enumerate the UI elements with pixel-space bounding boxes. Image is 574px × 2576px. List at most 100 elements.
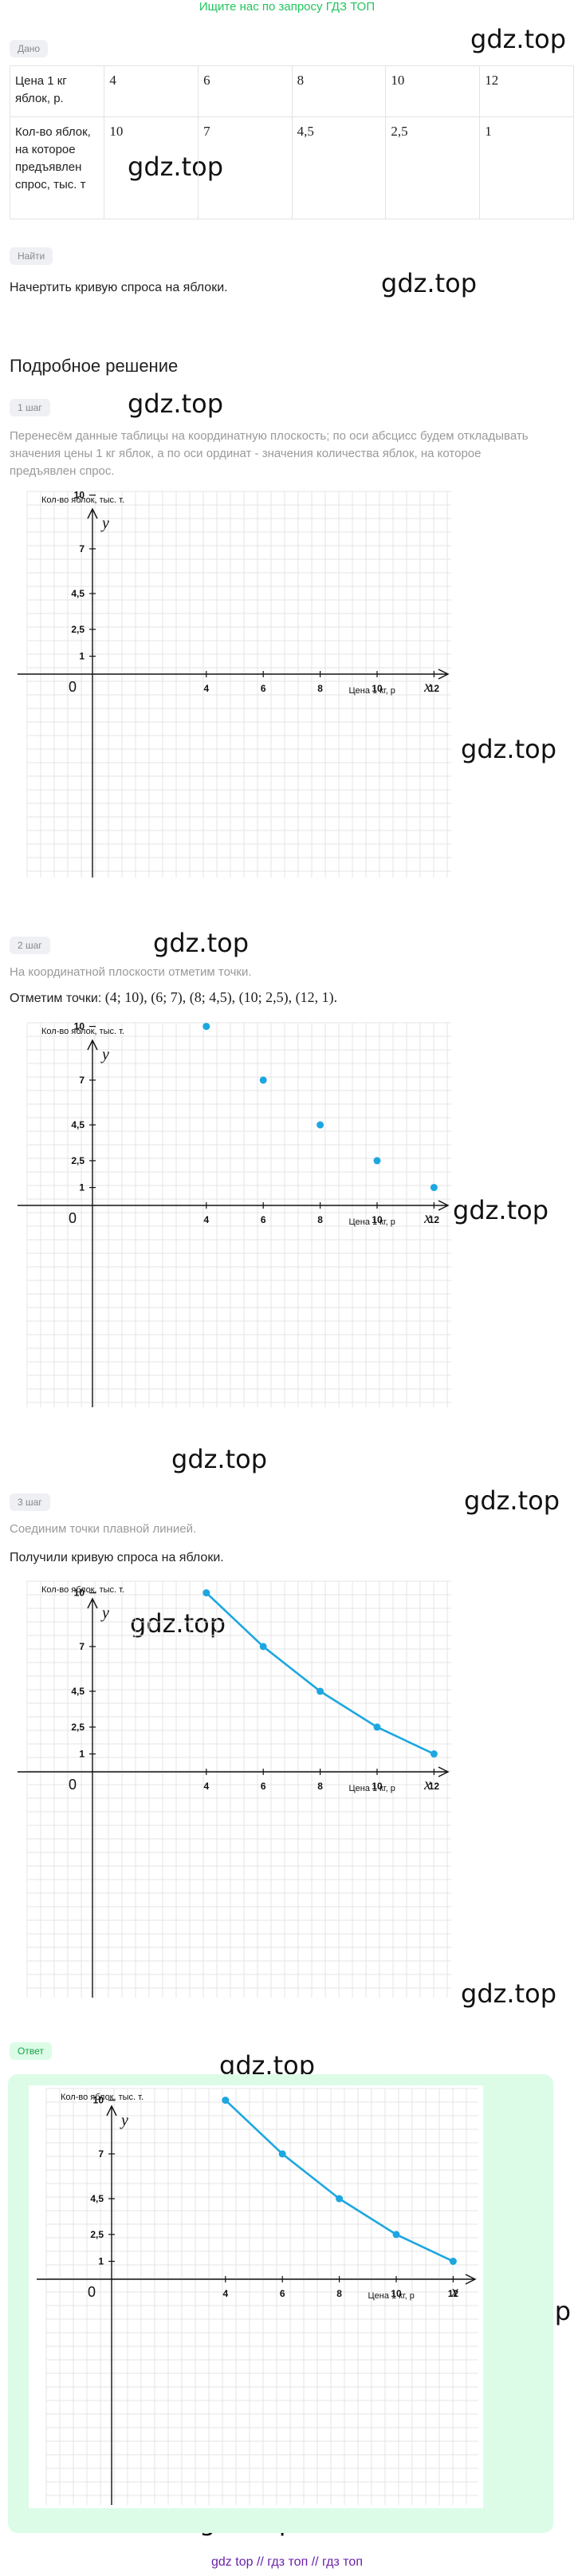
watermark: gdz.top: [153, 928, 250, 958]
x-tick-label: 8: [317, 683, 323, 694]
step1-tag: 1 шаг: [10, 399, 50, 416]
watermark: gdz.top: [453, 1195, 549, 1225]
price-cell: 4: [104, 65, 199, 117]
y-tick-label: 10: [74, 490, 85, 501]
top-banner[interactable]: Ищите нас по запросу ГДЗ ТОП: [199, 0, 375, 14]
footer-link[interactable]: гдз топ: [267, 2555, 309, 2569]
y-tick-label: 7: [79, 543, 85, 554]
footer-separator: //: [256, 2555, 264, 2569]
answer: Ответ: [10, 2042, 52, 2060]
x-tick-label: 4: [203, 1781, 209, 1792]
y-axis-letter: y: [100, 1604, 109, 1622]
x-tick-label: 12: [429, 1781, 440, 1792]
demand-curve: [224, 2099, 454, 2262]
step3-text: Соединим точки плавной линией.: [10, 1522, 197, 1536]
x-tick-label: 6: [261, 1214, 266, 1225]
data-point: [259, 1076, 267, 1084]
y-axis-arrow: [106, 2105, 117, 2116]
y-axis-label: Кол-во яблок, тыс. т.: [41, 1027, 124, 1036]
footer-link[interactable]: gdz top: [211, 2555, 254, 2569]
points-values: (4; 10), (6; 7), (8; 4,5), (10; 2,5), (1…: [104, 989, 338, 1005]
x-tick-label: 8: [317, 1214, 323, 1225]
y-tick-label: 10: [74, 1021, 85, 1032]
y-axis-label: Кол-во яблок, тыс. т.: [41, 1585, 124, 1595]
y-tick-label: 7: [79, 1641, 85, 1652]
data-point: [449, 2258, 457, 2266]
chart-step3: Кол-во яблок, тыс. т. y x Цена 1 кг, р 0 4 6 8 1…: [18, 1580, 451, 1998]
y-tick-label: 2,5: [90, 2229, 104, 2240]
data-point: [202, 1023, 210, 1031]
quantity-cell: 4,5: [291, 116, 387, 219]
x-tick-label: 10: [372, 683, 383, 694]
watermark: gdz.top: [464, 1485, 560, 1516]
data-point: [259, 1643, 267, 1651]
price-cell: 12: [479, 65, 574, 117]
y-axis-arrow: [87, 507, 98, 519]
chart-step1: Кол-во яблок, тыс. т. y x Цена 1 кг, р 0 4 6 8 1…: [18, 490, 451, 878]
x-axis-label: Цена 1 кг, р: [349, 1217, 395, 1227]
quantity-cell: 1: [479, 116, 574, 219]
chart-step2: Кол-во яблок, тыс. т. y x Цена 1 кг, р 0 4 6 8 1…: [18, 1021, 451, 1407]
row-header-quantity: Кол-во яблок, на которое предъявлен спро…: [9, 116, 105, 219]
x-tick-label: 12: [429, 1214, 440, 1225]
y-tick-label: 1: [98, 2256, 104, 2267]
watermark: gdz.top: [470, 24, 567, 54]
data-point: [222, 2097, 230, 2105]
x-tick-label: 4: [222, 2288, 228, 2299]
data-point: [430, 1750, 438, 1758]
price-cell: 6: [198, 65, 293, 117]
watermark: gdz.top: [461, 734, 557, 764]
step1: 1 шаг: [10, 399, 50, 416]
data-point: [373, 1157, 381, 1165]
footer-link[interactable]: гдз топ: [322, 2555, 363, 2569]
y-tick-label: 4,5: [71, 1119, 85, 1130]
step2: 2 шаг: [10, 937, 50, 954]
x-tick-label: 4: [203, 683, 209, 694]
data-point: [392, 2231, 400, 2239]
data-point: [278, 2150, 286, 2158]
data-point: [430, 1184, 438, 1192]
price-cell: 8: [291, 65, 387, 117]
x-tick-label: 8: [336, 2288, 342, 2299]
x-tick-label: 10: [372, 1781, 383, 1792]
points-label: Отметим точки:: [10, 992, 102, 1005]
find-text: Начертить кривую спроса на яблоки.: [10, 281, 228, 294]
x-tick-label: 12: [448, 2288, 459, 2299]
footer-separator: //: [311, 2555, 319, 2569]
data-point: [202, 1589, 210, 1597]
origin-label: 0: [69, 1210, 77, 1226]
points-line: Отметим точки: (4; 10), (6; 7), (8; 4,5)…: [10, 989, 337, 1006]
y-tick-label: 10: [74, 1588, 85, 1599]
x-axis-letter: x: [423, 678, 431, 696]
x-axis-arrow: [465, 2274, 477, 2285]
y-tick-label: 2,5: [71, 1155, 85, 1166]
y-tick-label: 4,5: [71, 588, 85, 599]
y-tick-label: 1: [79, 651, 85, 662]
chart-answer: Кол-во яблок, тыс. т. y x Цена 1 кг, р 0 4 6 8 1…: [29, 2085, 483, 2508]
price-cell: 10: [385, 65, 481, 117]
x-tick-label: 10: [391, 2288, 402, 2299]
watermark: gdz.top: [381, 268, 478, 298]
quantity-cell: 10: [104, 116, 199, 219]
watermark: gdz.top: [128, 389, 224, 419]
given-section: Дано: [10, 40, 49, 57]
x-axis-label: Цена 1 кг, р: [368, 2291, 415, 2301]
x-tick-label: 10: [372, 1214, 383, 1225]
x-tick-label: 8: [317, 1781, 323, 1792]
y-axis-letter: y: [120, 2112, 128, 2129]
find-section: Найти: [10, 247, 53, 265]
y-axis-label: Кол-во яблок, тыс. т.: [41, 495, 124, 505]
solution-title: Подробное решение: [10, 356, 179, 376]
x-axis-letter: x: [423, 1776, 431, 1793]
quantity-cell: 7: [198, 116, 293, 219]
x-tick-label: 12: [429, 683, 440, 694]
data-point: [316, 1121, 324, 1129]
quantity-cell: 2,5: [385, 116, 481, 219]
step1-text: Перенесём данные таблицы на координатную…: [10, 429, 529, 478]
given-tag: Дано: [10, 40, 49, 57]
table-row: Кол-во яблок, на которое предъявлен спро…: [9, 116, 574, 219]
origin-label: 0: [69, 1777, 77, 1793]
step3: 3 шаг: [10, 1493, 50, 1511]
find-tag: Найти: [10, 247, 53, 265]
x-axis-label: Цена 1 кг, р: [349, 1784, 395, 1793]
